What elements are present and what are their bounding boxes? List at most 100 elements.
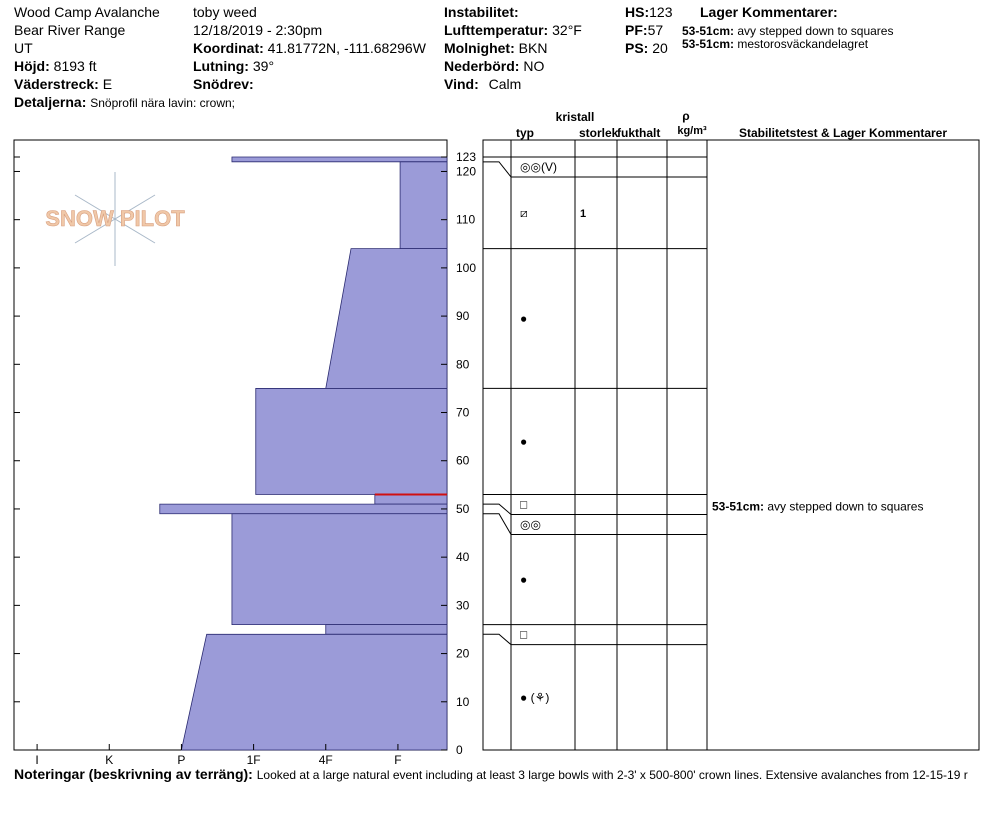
column-header: ρ bbox=[682, 109, 689, 123]
slope: Lutning: 39° bbox=[193, 58, 274, 74]
value: BKN bbox=[519, 40, 548, 56]
column-header: fukthalt bbox=[617, 126, 660, 140]
layer-bar bbox=[231, 513, 448, 626]
layer-connector bbox=[483, 633, 512, 646]
label: Väderstreck: bbox=[14, 76, 99, 92]
label: 53-51cm: bbox=[712, 499, 764, 513]
column-header: storlek bbox=[579, 126, 619, 140]
layer-bar bbox=[180, 633, 448, 751]
wind-loading: Snödrev: bbox=[193, 76, 254, 92]
layer-bar bbox=[374, 494, 448, 505]
y-tick-label: 120 bbox=[456, 164, 476, 178]
location: Wood Camp Avalanche bbox=[14, 4, 160, 20]
layer-bar bbox=[255, 388, 448, 495]
y-tick-label: 110 bbox=[456, 213, 475, 227]
value: 39° bbox=[253, 58, 274, 74]
x-tick-label: I bbox=[35, 753, 38, 767]
grain-type: ⧄ bbox=[520, 206, 528, 220]
observer: toby weed bbox=[193, 4, 257, 20]
footer: Noteringar (beskrivning av terräng): Loo… bbox=[14, 766, 968, 782]
label: Lufttemperatur: bbox=[444, 22, 548, 38]
grain-type: □ bbox=[520, 497, 527, 511]
coordinates: Koordinat: 41.81772N, -111.68296W bbox=[193, 40, 427, 56]
label: HS: bbox=[625, 4, 649, 20]
text: avy stepped down to squares bbox=[767, 499, 923, 513]
value: 32°F bbox=[552, 22, 582, 38]
layer-bar bbox=[159, 503, 448, 515]
value: E bbox=[103, 76, 112, 92]
grain-type: ● bbox=[520, 434, 527, 448]
value: 8193 ft bbox=[54, 58, 97, 74]
label: Nederbörd: bbox=[444, 58, 519, 74]
grain-size: 1 bbox=[580, 208, 586, 220]
y-tick-label: 40 bbox=[456, 550, 470, 564]
layer-comment: 53-51cm: mestorosväckandelagret bbox=[682, 37, 869, 51]
y-tick-label: 70 bbox=[456, 406, 470, 420]
hs: HS:123 bbox=[625, 4, 673, 20]
column-header: kg/m³ bbox=[677, 125, 707, 137]
value: 20 bbox=[652, 40, 668, 56]
value: Calm bbox=[489, 76, 522, 92]
table-frame bbox=[482, 139, 980, 751]
label: Vind: bbox=[444, 76, 479, 92]
label: PF: bbox=[625, 22, 648, 38]
ps: PS: 20 bbox=[625, 40, 668, 56]
column-header: typ bbox=[516, 126, 534, 140]
label: Detaljerna: bbox=[14, 94, 86, 110]
x-tick-label: P bbox=[177, 753, 185, 767]
datetime: 12/18/2019 - 2:30pm bbox=[193, 22, 322, 38]
label: Lutning: bbox=[193, 58, 249, 74]
y-tick-label: 90 bbox=[456, 309, 470, 323]
value: Snöprofil nära lavin: crown; bbox=[90, 96, 235, 110]
label: Noteringar (beskrivning av terräng): bbox=[14, 766, 253, 782]
sky: Molnighet: BKN bbox=[444, 40, 547, 56]
value: 123 bbox=[649, 4, 673, 20]
wind: Vind: Calm bbox=[444, 76, 521, 92]
instability: Instabilitet: bbox=[444, 4, 519, 20]
x-tick-label: K bbox=[105, 753, 113, 767]
layer-comment: 53-51cm: avy stepped down to squares bbox=[712, 499, 923, 513]
label: Molnighet: bbox=[444, 40, 515, 56]
text: avy stepped down to squares bbox=[737, 24, 893, 38]
y-tick-label: 10 bbox=[456, 695, 470, 709]
grain-type: ● (⚘) bbox=[520, 690, 549, 704]
layer-bar bbox=[325, 248, 448, 389]
grain-type: ● bbox=[520, 573, 527, 587]
elevation: Höjd: 8193 ft bbox=[14, 58, 97, 74]
precip: Nederbörd: NO bbox=[444, 58, 544, 74]
value: NO bbox=[523, 58, 544, 74]
layer-connector bbox=[483, 503, 512, 515]
y-tick-label: 50 bbox=[456, 502, 470, 516]
y-tick-label: 60 bbox=[456, 454, 470, 468]
text: mestorosväckandelagret bbox=[737, 37, 868, 51]
column-header: kristall bbox=[556, 110, 595, 124]
x-tick-label: 4F bbox=[319, 753, 333, 767]
grain-type: ● bbox=[520, 312, 527, 326]
label: 53-51cm: bbox=[682, 24, 734, 38]
y-tick-label: 30 bbox=[456, 598, 470, 612]
label: Koordinat: bbox=[193, 40, 264, 56]
state: UT bbox=[14, 40, 33, 56]
aspect: Väderstreck: E bbox=[14, 76, 112, 92]
value: 57 bbox=[648, 22, 664, 38]
column-header: Stabilitetstest & Lager Kommentarer bbox=[739, 126, 947, 140]
air-temp: Lufttemperatur: 32°F bbox=[444, 22, 582, 38]
label: Höjd: bbox=[14, 58, 50, 74]
layer-comments-title: Lager Kommentarer: bbox=[700, 4, 838, 20]
text: Looked at a large natural event includin… bbox=[257, 768, 968, 782]
details: Detaljerna: Snöprofil nära lavin: crown; bbox=[14, 94, 235, 110]
y-tick-label: 123 bbox=[456, 150, 476, 164]
y-tick-label: 0 bbox=[456, 743, 463, 757]
label: PS: bbox=[625, 40, 648, 56]
value: 41.81772N, -111.68296W bbox=[268, 40, 427, 56]
y-tick-label: 100 bbox=[456, 261, 476, 275]
x-tick-label: F bbox=[394, 753, 401, 767]
logo bbox=[74, 172, 156, 266]
pf: PF:57 bbox=[625, 22, 663, 38]
layer-comment: 53-51cm: avy stepped down to squares bbox=[682, 24, 893, 38]
x-tick-label: 1F bbox=[247, 753, 261, 767]
y-tick-label: 80 bbox=[456, 357, 470, 371]
logo-text: SNOW PILOT bbox=[45, 206, 185, 231]
label: 53-51cm: bbox=[682, 37, 734, 51]
